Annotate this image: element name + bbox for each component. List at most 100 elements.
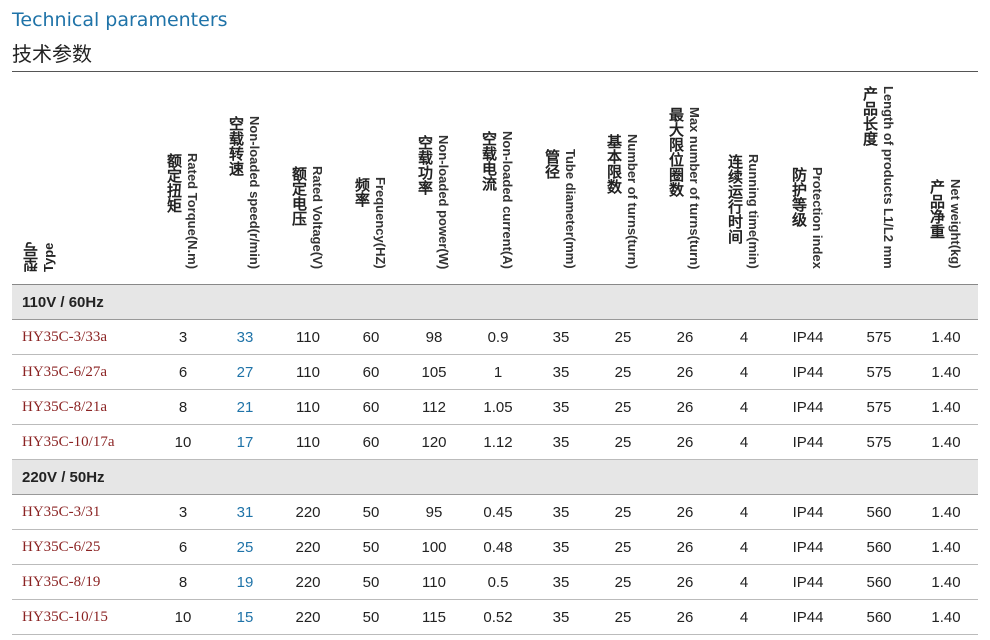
section-title-en: Technical paramenters <box>12 9 228 31</box>
table-cell: 25 <box>592 319 654 355</box>
table-cell: 4 <box>716 354 772 390</box>
table-cell: IP44 <box>772 599 844 635</box>
header-en: Number of turns(turn) <box>625 133 640 269</box>
header-cn: 产品长度 <box>861 86 879 147</box>
table-cell: 95 <box>402 494 466 530</box>
table-cell: 31 <box>214 494 276 530</box>
table-cell: 8 <box>152 564 214 600</box>
table-cell: 3 <box>152 494 214 530</box>
table-cell: 560 <box>844 564 914 600</box>
table-cell: 26 <box>654 424 716 460</box>
header-label: Protection index 防护等级 <box>790 167 826 269</box>
table-cell: 6 <box>152 529 214 565</box>
table-row: HY35C-10/15 10 15 220 50 115 0.52 35 25 26 4 IP44 56… <box>12 599 978 635</box>
header-cn: 频率 <box>353 177 371 208</box>
column-header-2: Non-loaded speed(r/min) 空载转速 <box>214 78 276 285</box>
header-en: Type <box>41 242 56 272</box>
header-label: Number of turns(turn) 基本限数 <box>605 134 641 269</box>
header-cn: 空载电流 <box>480 131 498 192</box>
table-cell: 220 <box>276 599 340 635</box>
header-label: Rated Voltage(V) 额定电压 <box>290 166 326 269</box>
table-cell: 27 <box>214 354 276 390</box>
group-row: 110V / 60Hz <box>12 284 978 320</box>
table-cell: 1.05 <box>466 389 530 425</box>
column-header-12: Length of products L1/L2 mm 产品长度 <box>844 78 914 285</box>
table-row: HY35C-10/17a 10 17 110 60 120 1.12 35 25 26 4 IP44 5… <box>12 424 978 460</box>
table-cell: 21 <box>214 389 276 425</box>
table-cell: 25 <box>592 599 654 635</box>
table-cell: 105 <box>402 354 466 390</box>
table-cell: 110 <box>402 564 466 600</box>
table-cell: IP44 <box>772 529 844 565</box>
table-cell: IP44 <box>772 424 844 460</box>
table-cell: 1.40 <box>914 424 978 460</box>
table-cell: 25 <box>592 424 654 460</box>
table-cell: 220 <box>276 564 340 600</box>
table-cell: IP44 <box>772 564 844 600</box>
header-en: Non-loaded power(W) <box>436 134 451 269</box>
type-header-label: 型号 Type <box>22 242 58 272</box>
model-cell: HY35C-8/19 <box>12 564 152 600</box>
model-cell: HY35C-6/25 <box>12 529 152 565</box>
table-cell: 560 <box>844 529 914 565</box>
column-header-6: Non-loaded current(A) 空载电流 <box>466 78 530 285</box>
table-cell: 35 <box>530 319 592 355</box>
table-row: HY35C-6/25 6 25 220 50 100 0.48 35 25 26 4 IP44 560 1… <box>12 529 978 565</box>
header-cn: 额定电压 <box>290 165 308 226</box>
table-cell: 50 <box>340 529 402 565</box>
table-cell: 10 <box>152 424 214 460</box>
column-header-7: Tube diameter(mm) 管径 <box>530 78 592 285</box>
table-cell: IP44 <box>772 389 844 425</box>
header-row: 型号 Type Rated Torque(N.m) 额定扭矩 Non-loaded sp… <box>12 78 978 285</box>
table-cell: 26 <box>654 494 716 530</box>
title-divider <box>12 71 978 72</box>
table-row: HY35C-8/21a 8 21 110 60 112 1.05 35 25 26 4 IP44 575… <box>12 389 978 425</box>
table-cell: 25 <box>592 389 654 425</box>
table-cell: 35 <box>530 564 592 600</box>
table-cell: 220 <box>276 529 340 565</box>
table-cell: 575 <box>844 354 914 390</box>
column-header-1: Rated Torque(N.m) 额定扭矩 <box>152 78 214 285</box>
table-cell: 26 <box>654 389 716 425</box>
table-cell: 25 <box>214 529 276 565</box>
table-cell: 25 <box>592 354 654 390</box>
table-cell: 100 <box>402 529 466 565</box>
table-cell: 575 <box>844 424 914 460</box>
table-cell: IP44 <box>772 494 844 530</box>
table-row: HY35C-6/27a 6 27 110 60 105 1 35 25 26 4 IP44 575 1.4… <box>12 354 978 390</box>
table-cell: 0.48 <box>466 529 530 565</box>
column-header-11: Protection index 防护等级 <box>772 78 844 285</box>
model-cell: HY35C-3/31 <box>12 494 152 530</box>
table-cell: 17 <box>214 424 276 460</box>
table-cell: 1.40 <box>914 354 978 390</box>
header-en: Length of products L1/L2 mm <box>881 86 896 269</box>
table-row: HY35C-3/31 3 31 220 50 95 0.45 35 25 26 4 IP44 560 1.… <box>12 494 978 530</box>
table-cell: IP44 <box>772 354 844 390</box>
column-header-8: Number of turns(turn) 基本限数 <box>592 78 654 285</box>
table-cell: 15 <box>214 599 276 635</box>
header-cn: 空载转速 <box>227 115 245 176</box>
header-label: Running time(min) 连续运行时间 <box>726 154 762 269</box>
column-header-10: Running time(min) 连续运行时间 <box>716 78 772 285</box>
header-cn: 基本限数 <box>605 133 623 194</box>
table-cell: 4 <box>716 424 772 460</box>
table-cell: 4 <box>716 529 772 565</box>
column-header-0: 型号 Type <box>12 78 152 285</box>
header-en: Running time(min) <box>746 154 761 269</box>
table-cell: 35 <box>530 599 592 635</box>
header-en: Non-loaded speed(r/min) <box>247 115 262 269</box>
table-cell: 110 <box>276 389 340 425</box>
table-cell: 26 <box>654 354 716 390</box>
header-en: Rated Voltage(V) <box>310 165 325 269</box>
table-cell: 1.12 <box>466 424 530 460</box>
column-header-13: Net weight(kg) 产品净重 <box>914 78 978 285</box>
column-header-9: Max number of turns(turn) 最大限位圈数 <box>654 78 716 285</box>
table-cell: 112 <box>402 389 466 425</box>
table-cell: 35 <box>530 529 592 565</box>
table-cell: 110 <box>276 354 340 390</box>
table-cell: 1.40 <box>914 529 978 565</box>
table-cell: 4 <box>716 564 772 600</box>
header-label: Max number of turns(turn) 最大限位圈数 <box>667 107 703 270</box>
header-cn: 管径 <box>543 149 561 180</box>
table-cell: 60 <box>340 389 402 425</box>
